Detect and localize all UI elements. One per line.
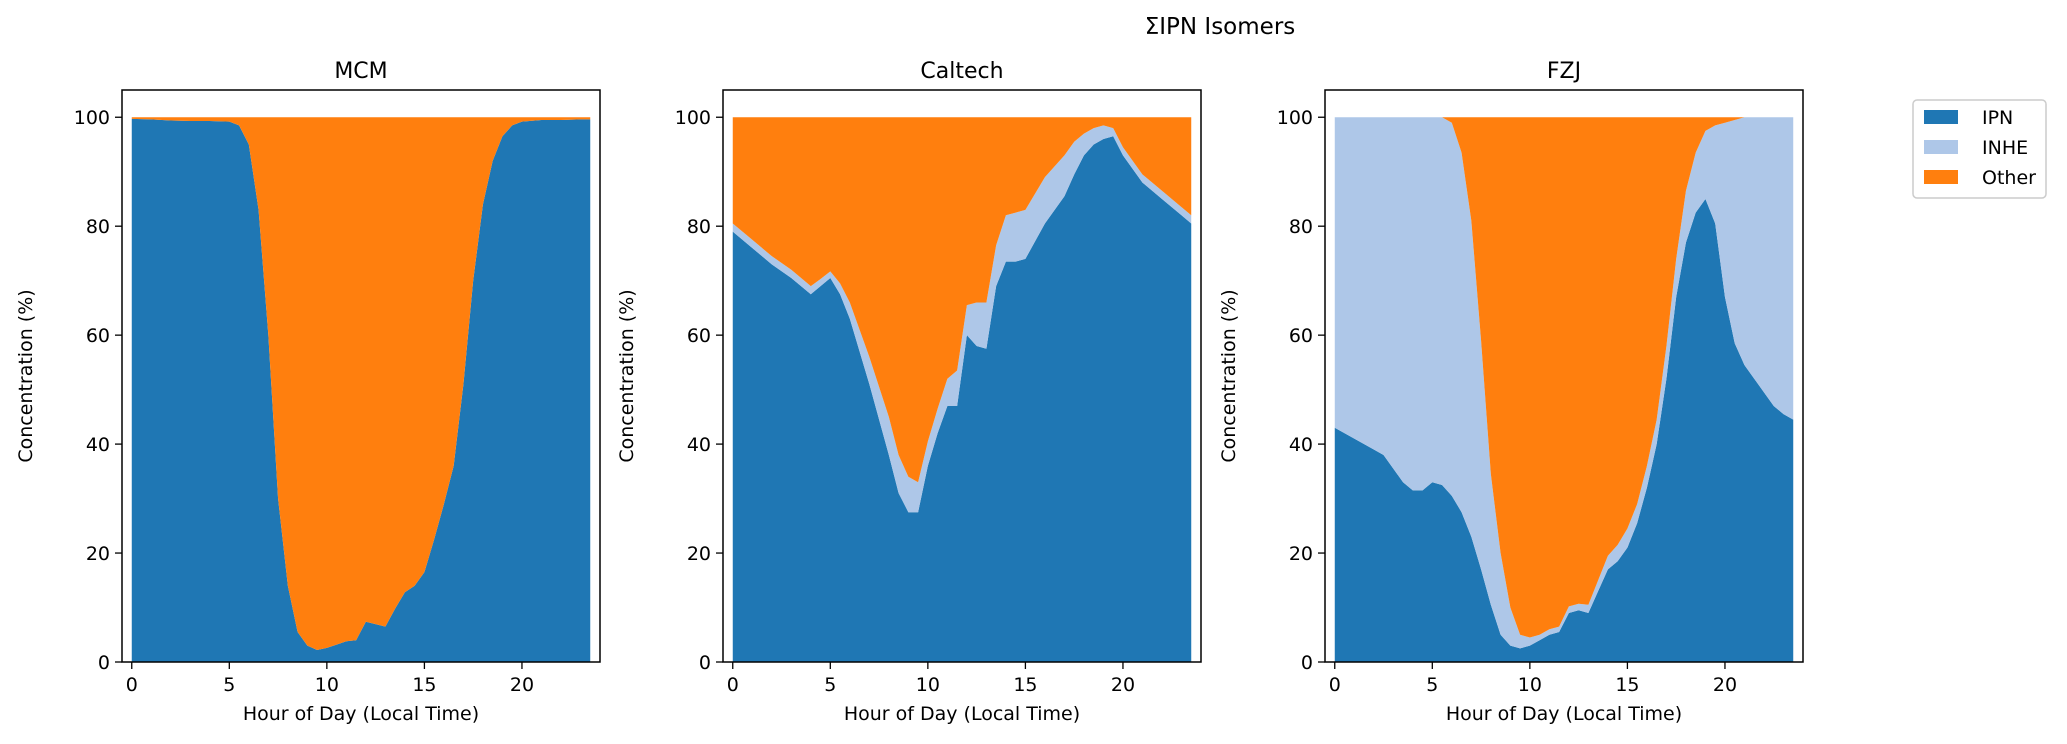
- y-tick-label: 0: [699, 652, 711, 674]
- y-axis-label: Concentration (%): [15, 289, 37, 462]
- x-axis-label: Hour of Day (Local Time): [844, 703, 1080, 725]
- legend-swatch-ipn: [1924, 110, 1958, 124]
- axes-frame: [121, 89, 601, 663]
- area-ipn: [1334, 198, 1794, 662]
- x-tick-label: 15: [1615, 674, 1639, 696]
- area-ipn: [732, 136, 1192, 663]
- legend-label-ipn: IPN: [1982, 107, 2013, 129]
- x-tick-label: 20: [1713, 674, 1737, 696]
- legend-swatch-other: [1924, 170, 1958, 184]
- panel-title: FZJ: [1547, 59, 1581, 84]
- legend: IPN INHE Other: [1912, 99, 2047, 199]
- y-tick-label: 20: [86, 543, 110, 565]
- axes-frame: [722, 89, 1202, 663]
- panel-fzj: 0 5 10 15 20 0 20 40 60 80 100 FZJ Hour of Day (Loca…: [1218, 59, 1804, 725]
- y-tick-label: 40: [1289, 434, 1313, 456]
- panel-caltech: 0 5 10 15 20 0 20 40 60 80 100 Caltech Hour of Day (…: [616, 59, 1202, 725]
- y-tick-label: 60: [86, 325, 110, 347]
- area-ipn: [131, 118, 591, 663]
- y-tick-label: 80: [687, 216, 711, 238]
- y-tick-label: 60: [1289, 325, 1313, 347]
- x-tick-label: 10: [315, 674, 339, 696]
- legend-label-inhe: INHE: [1982, 137, 2028, 159]
- x-tick-label: 10: [916, 674, 940, 696]
- panel-title: Caltech: [920, 59, 1003, 84]
- x-tick-label: 10: [1518, 674, 1542, 696]
- x-tick-label: 5: [223, 674, 235, 696]
- area-other: [1334, 117, 1794, 638]
- y-tick-label: 80: [86, 216, 110, 238]
- x-tick-label: 20: [510, 674, 534, 696]
- area-other: [131, 117, 591, 651]
- x-axis-label: Hour of Day (Local Time): [1446, 703, 1682, 725]
- y-tick-label: 100: [74, 107, 110, 129]
- y-tick-label: 20: [687, 543, 711, 565]
- y-tick-label: 40: [86, 434, 110, 456]
- legend-label-other: Other: [1982, 167, 2036, 189]
- x-tick-label: 15: [1013, 674, 1037, 696]
- y-tick-label: 0: [1301, 652, 1313, 674]
- y-axis-label: Concentration (%): [616, 289, 638, 462]
- y-axis-label: Concentration (%): [1218, 289, 1240, 462]
- x-tick-label: 0: [727, 674, 739, 696]
- y-tick-label: 100: [675, 107, 711, 129]
- y-tick-label: 80: [1289, 216, 1313, 238]
- area-other: [732, 117, 1192, 483]
- panel-mcm: 0 5 10 15 20 0 20 40 60 80 100 MCM Hour of Day (Loca…: [15, 59, 601, 725]
- y-tick-label: 100: [1277, 107, 1313, 129]
- x-tick-label: 5: [824, 674, 836, 696]
- panel-title: MCM: [334, 59, 387, 84]
- y-tick-label: 60: [687, 325, 711, 347]
- axes-frame: [1324, 89, 1804, 663]
- x-tick-label: 0: [126, 674, 138, 696]
- x-axis-label: Hour of Day (Local Time): [243, 703, 479, 725]
- y-tick-label: 20: [1289, 543, 1313, 565]
- y-tick-label: 40: [687, 434, 711, 456]
- y-tick-label: 0: [98, 652, 110, 674]
- figure-title: ΣIPN Isomers: [1145, 14, 1296, 40]
- x-tick-label: 0: [1329, 674, 1341, 696]
- legend-swatch-inhe: [1924, 140, 1958, 154]
- x-tick-label: 15: [412, 674, 436, 696]
- area-inhe: [1334, 117, 1794, 649]
- x-tick-label: 20: [1111, 674, 1135, 696]
- x-tick-label: 5: [1426, 674, 1438, 696]
